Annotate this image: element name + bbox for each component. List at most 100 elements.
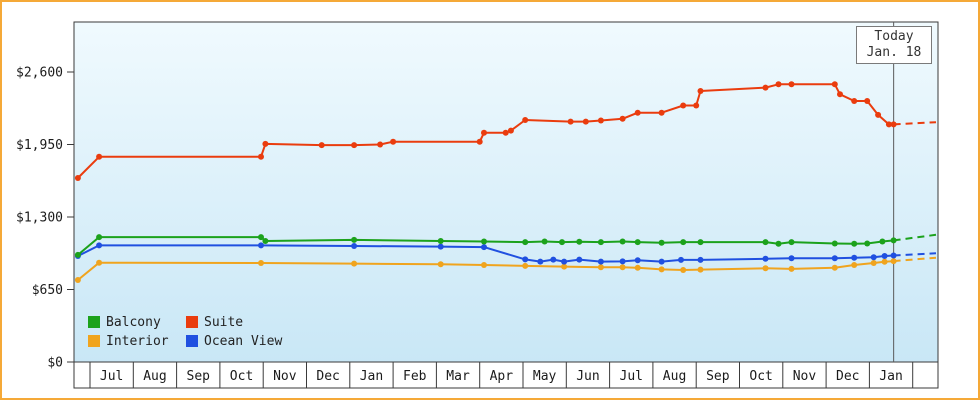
interior-point[interactable] (634, 264, 641, 271)
interior-point[interactable] (890, 258, 897, 265)
suite-point[interactable] (377, 141, 384, 148)
suite-point[interactable] (875, 111, 882, 118)
balcony-point[interactable] (788, 239, 795, 246)
suite-point[interactable] (74, 175, 81, 181)
interior-point[interactable] (881, 258, 888, 265)
suite-point[interactable] (507, 127, 514, 134)
balcony-point[interactable] (658, 239, 665, 246)
ocean-view-point[interactable] (258, 242, 264, 249)
ocean-view-point[interactable] (762, 255, 769, 262)
balcony-point[interactable] (437, 238, 444, 244)
ocean-view-point[interactable] (881, 253, 888, 259)
balcony-point[interactable] (262, 238, 269, 244)
balcony-point[interactable] (762, 239, 769, 246)
suite-point[interactable] (831, 81, 838, 88)
interior-point[interactable] (597, 264, 604, 271)
balcony-point[interactable] (351, 236, 358, 243)
suite-point[interactable] (658, 109, 665, 116)
suite-point[interactable] (262, 140, 269, 147)
ocean-view-point[interactable] (890, 252, 897, 259)
balcony-point[interactable] (634, 239, 641, 246)
ocean-view-point[interactable] (561, 258, 568, 265)
balcony-point[interactable] (96, 234, 103, 241)
balcony-point[interactable] (74, 251, 81, 258)
interior-point[interactable] (351, 260, 358, 267)
interior-point[interactable] (831, 264, 838, 271)
suite-point[interactable] (762, 84, 769, 91)
suite-point[interactable] (318, 142, 325, 149)
ocean-view-point[interactable] (678, 256, 684, 263)
suite-point[interactable] (837, 91, 843, 98)
suite-point[interactable] (502, 129, 509, 136)
suite-point[interactable] (890, 121, 897, 128)
ocean-view-point[interactable] (658, 258, 665, 265)
suite-point[interactable] (619, 115, 626, 122)
balcony-point[interactable] (541, 238, 548, 245)
balcony-point[interactable] (258, 234, 264, 241)
interior-point[interactable] (437, 261, 444, 268)
ocean-view-point[interactable] (851, 254, 858, 261)
suite-point[interactable] (680, 102, 687, 109)
interior-point[interactable] (522, 262, 529, 269)
balcony-point[interactable] (481, 238, 487, 245)
balcony-point[interactable] (851, 240, 858, 247)
interior-point[interactable] (619, 264, 626, 271)
suite-point[interactable] (775, 81, 782, 88)
suite-point[interactable] (851, 98, 858, 104)
suite-point[interactable] (522, 117, 529, 123)
ocean-view-point[interactable] (481, 244, 487, 251)
suite-point[interactable] (788, 81, 795, 88)
suite-point[interactable] (96, 153, 103, 160)
ocean-view-point[interactable] (522, 256, 529, 263)
balcony-point[interactable] (680, 239, 687, 246)
interior-point[interactable] (258, 260, 264, 266)
ocean-view-point[interactable] (870, 254, 877, 261)
ocean-view-point[interactable] (697, 256, 704, 263)
ocean-view-point[interactable] (351, 243, 358, 249)
balcony-point[interactable] (879, 238, 886, 245)
ocean-view-point[interactable] (96, 242, 103, 249)
interior-point[interactable] (870, 260, 877, 266)
balcony-point[interactable] (697, 239, 704, 246)
suite-point[interactable] (351, 142, 358, 149)
ocean-view-point[interactable] (619, 258, 626, 265)
interior-point[interactable] (697, 266, 704, 273)
balcony-point[interactable] (890, 237, 897, 244)
balcony-point[interactable] (576, 238, 583, 245)
suite-point[interactable] (258, 153, 264, 160)
ocean-view-point[interactable] (550, 256, 557, 263)
interior-point[interactable] (561, 263, 568, 270)
interior-point[interactable] (762, 265, 769, 272)
suite-point[interactable] (693, 102, 700, 109)
suite-point[interactable] (481, 129, 487, 136)
suite-point[interactable] (634, 109, 641, 116)
suite-point[interactable] (390, 138, 397, 145)
ocean-view-point[interactable] (437, 243, 444, 250)
suite-point[interactable] (476, 138, 483, 145)
suite-point[interactable] (567, 118, 574, 125)
balcony-point[interactable] (597, 239, 604, 246)
balcony-point[interactable] (831, 240, 838, 247)
interior-point[interactable] (788, 265, 795, 272)
suite-point[interactable] (597, 117, 604, 124)
ocean-view-point[interactable] (634, 257, 641, 264)
balcony-point[interactable] (522, 239, 529, 246)
balcony-point[interactable] (775, 240, 782, 247)
ocean-view-point[interactable] (788, 255, 795, 262)
ocean-view-point[interactable] (537, 258, 544, 265)
interior-point[interactable] (96, 259, 103, 266)
balcony-point[interactable] (864, 240, 871, 247)
suite-point[interactable] (697, 88, 704, 94)
interior-point[interactable] (851, 262, 858, 268)
ocean-view-point[interactable] (597, 258, 604, 265)
suite-point[interactable] (885, 121, 892, 128)
interior-point[interactable] (680, 267, 687, 273)
interior-point[interactable] (658, 266, 665, 273)
suite-point[interactable] (864, 98, 871, 104)
interior-point[interactable] (74, 277, 81, 283)
balcony-point[interactable] (619, 238, 626, 245)
interior-point[interactable] (481, 262, 487, 268)
suite-point[interactable] (582, 118, 589, 125)
ocean-view-point[interactable] (576, 256, 583, 263)
ocean-view-point[interactable] (831, 255, 838, 262)
